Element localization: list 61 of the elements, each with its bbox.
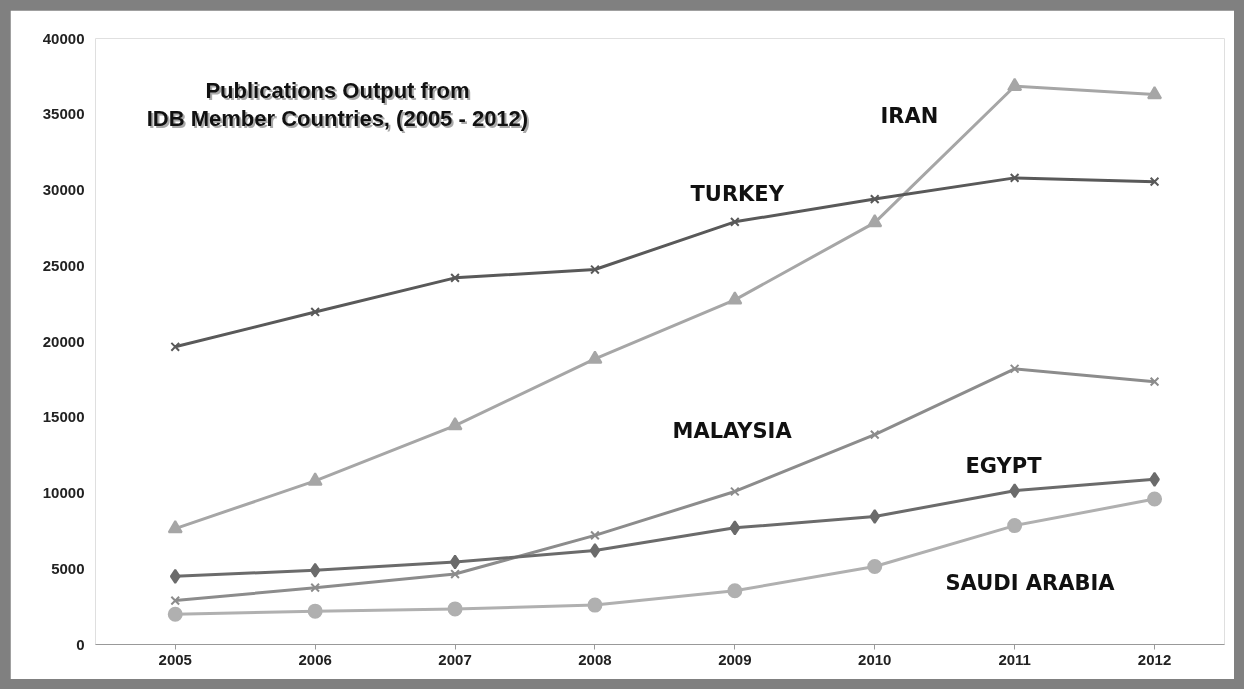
point [1147, 491, 1163, 507]
series-label: EGYPT [965, 453, 1043, 478]
x-tick-label: 2012 [1137, 650, 1172, 668]
point [447, 417, 463, 431]
text: Publications Output from IDB Member Countries, (2005 - 2012) [148, 78, 531, 133]
point [1007, 518, 1023, 534]
point [590, 264, 600, 275]
point [587, 350, 603, 364]
point [729, 216, 740, 227]
y-tick-label: 30000 [42, 181, 85, 198]
point [590, 530, 600, 541]
point [1007, 77, 1023, 91]
point [167, 606, 183, 622]
point [449, 554, 461, 570]
x-tick-label: 2009 [718, 650, 752, 668]
point [307, 472, 323, 486]
point [1009, 363, 1020, 374]
point [729, 486, 740, 497]
x-tick-label: 2008 [578, 650, 612, 668]
point [1149, 376, 1160, 387]
point [1147, 86, 1163, 100]
x-tick-label: 2005 [158, 650, 192, 668]
x-tick-label: 2010 [858, 650, 892, 668]
point [447, 601, 463, 617]
point [869, 508, 881, 524]
point [310, 582, 321, 593]
point [869, 429, 880, 440]
point [587, 597, 603, 613]
x-tick-label: 2006 [298, 650, 332, 668]
y-tick-label: 40000 [42, 29, 85, 47]
point [170, 341, 181, 352]
point [727, 583, 743, 599]
y-tick-label: 10000 [42, 484, 85, 501]
point [170, 595, 181, 606]
y-tick-label: 20000 [42, 332, 85, 350]
point [310, 307, 321, 317]
series-label: SAUDI ARABIA [945, 570, 1116, 595]
point [1009, 172, 1020, 183]
point [869, 194, 880, 204]
y-tick-label: 35000 [42, 105, 85, 123]
point [729, 520, 741, 536]
point [867, 214, 883, 228]
point [1149, 176, 1160, 187]
y-tick-label: 5000 [51, 559, 85, 577]
point [167, 520, 183, 534]
series-label: IRAN [880, 103, 939, 128]
point [450, 272, 460, 283]
series-label: MALAYSIA [672, 418, 793, 443]
point [309, 562, 321, 578]
point [169, 568, 181, 584]
point [307, 603, 323, 619]
y-tick-label: 15000 [42, 408, 85, 426]
point [867, 558, 883, 574]
y-tick-label: 25000 [42, 256, 85, 274]
point [450, 569, 460, 579]
x-tick-label: 2011 [998, 650, 1031, 668]
point [589, 543, 601, 559]
point [727, 291, 743, 305]
x-tick-label: 2007 [438, 650, 472, 668]
y-tick-label: 0 [76, 635, 85, 653]
series-label: TURKEY [690, 181, 785, 206]
